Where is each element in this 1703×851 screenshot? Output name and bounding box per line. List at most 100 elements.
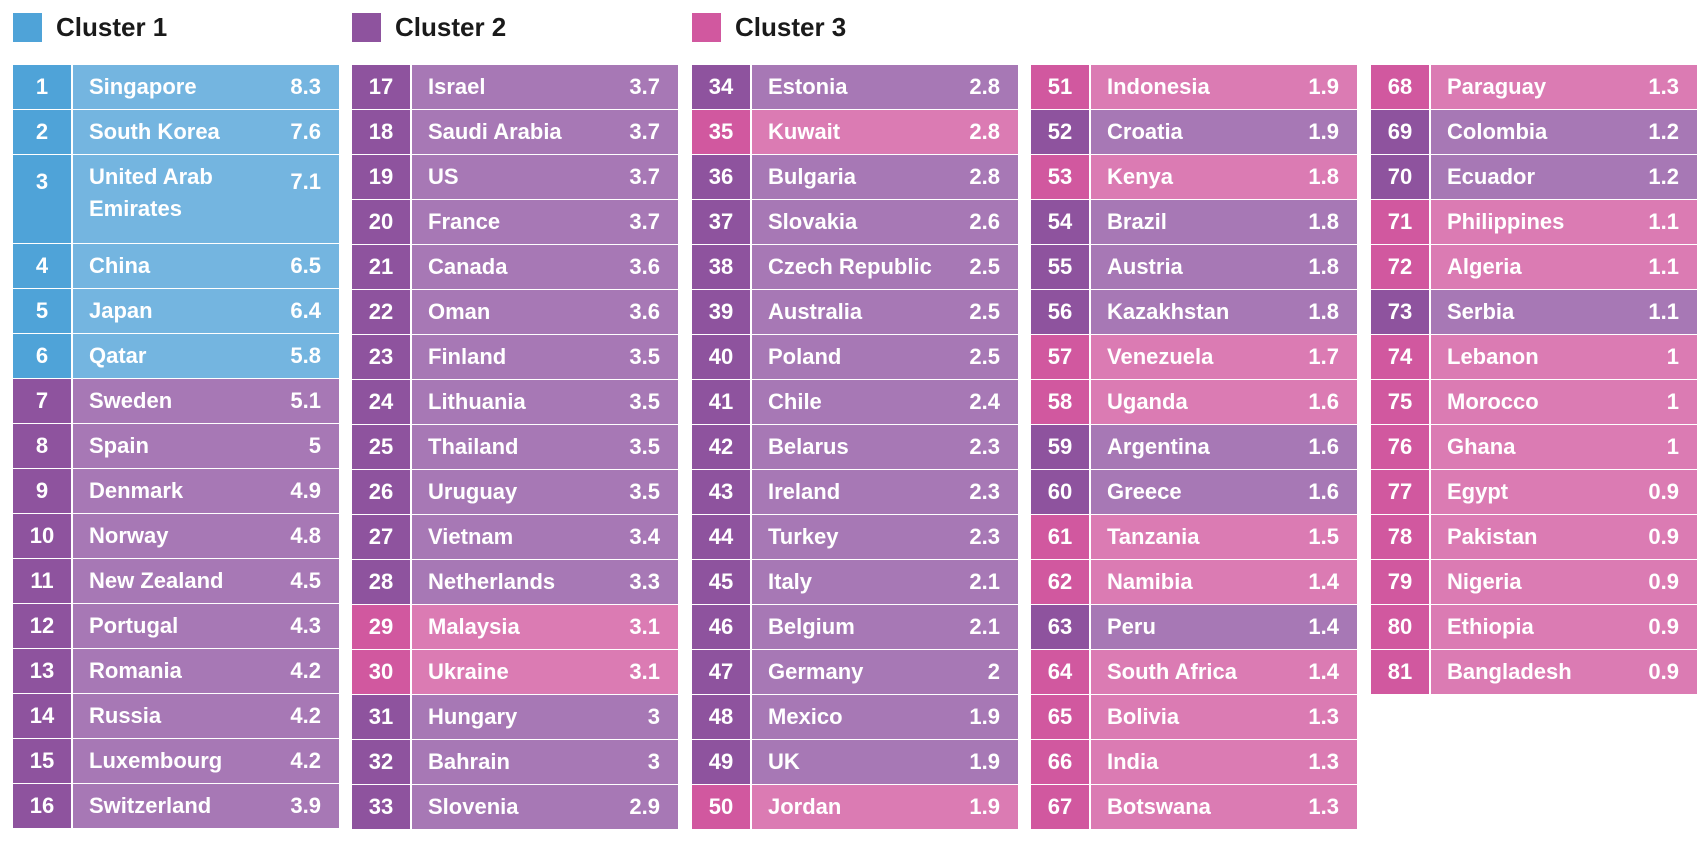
country-cell: Japan — [89, 298, 153, 323]
value-cell: 3.7 — [629, 209, 660, 234]
country-cell: Czech Republic — [768, 254, 932, 279]
value-cell: 2.3 — [969, 524, 1000, 549]
table-row: 38 Czech Republic 2.5 — [692, 245, 1018, 290]
rank-cell: 45 — [692, 560, 752, 604]
cluster-3-label: Cluster 3 — [735, 11, 847, 42]
country-cell: Malaysia — [428, 614, 520, 639]
table-row: 37 Slovakia 2.6 — [692, 200, 1018, 245]
table-row: 26 Uruguay 3.5 — [352, 470, 678, 515]
table-row: 54 Brazil 1.8 — [1031, 200, 1357, 245]
country-cell: South Africa — [1107, 659, 1237, 684]
value-cell: 8.3 — [290, 74, 321, 99]
table-row: 60 Greece 1.6 — [1031, 470, 1357, 515]
country-cell: Singapore — [89, 74, 197, 99]
rank-cell: 13 — [13, 649, 73, 693]
table-row: 46 Belgium 2.1 — [692, 605, 1018, 650]
cluster-1-label: Cluster 1 — [56, 11, 168, 42]
table-row: 80 Ethiopia 0.9 — [1371, 605, 1697, 650]
country-cell: Chile — [768, 389, 822, 414]
value-cell: 3.7 — [629, 164, 660, 189]
table-row: 24 Lithuania 3.5 — [352, 380, 678, 425]
rank-cell: 80 — [1371, 605, 1431, 649]
rank-cell: 51 — [1031, 65, 1091, 109]
value-cell: 3.5 — [629, 434, 660, 459]
rank-cell: 42 — [692, 425, 752, 469]
value-cell: 1 — [1666, 434, 1679, 459]
country-cell: China — [89, 253, 151, 278]
table-row: 12 Portugal 4.3 — [13, 604, 339, 649]
country-cell: South Korea — [89, 119, 220, 144]
country-cell: Indonesia — [1107, 74, 1210, 99]
country-cell: Bangladesh — [1447, 659, 1572, 684]
table-row: 45 Italy 2.1 — [692, 560, 1018, 605]
country-cell: Ecuador — [1447, 164, 1536, 189]
rank-cell: 37 — [692, 200, 752, 244]
table-row: 68 Paraguay 1.3 — [1371, 65, 1697, 110]
value-cell: 0.9 — [1648, 569, 1679, 594]
legend-cluster-1: Cluster 1 — [13, 12, 167, 42]
rank-cell: 76 — [1371, 425, 1431, 469]
value-cell: 4.2 — [290, 703, 321, 728]
value-cell: 1.1 — [1648, 254, 1679, 279]
table-row: 8 Spain 5 — [13, 424, 339, 469]
value-cell: 1.9 — [969, 704, 1000, 729]
country-cell: Bahrain — [428, 749, 510, 774]
rank-cell: 59 — [1031, 425, 1091, 469]
rank-cell: 65 — [1031, 695, 1091, 739]
country-cell: Slovakia — [768, 209, 858, 234]
rank-cell: 50 — [692, 785, 752, 829]
rank-cell: 22 — [352, 290, 412, 334]
country-cell: Namibia — [1107, 569, 1193, 594]
value-cell: 6.5 — [290, 253, 321, 278]
rank-cell: 21 — [352, 245, 412, 289]
rank-cell: 54 — [1031, 200, 1091, 244]
country-cell: Ethiopia — [1447, 614, 1534, 639]
value-cell: 1.9 — [969, 794, 1000, 819]
rank-cell: 17 — [352, 65, 412, 109]
table-row: 41 Chile 2.4 — [692, 380, 1018, 425]
value-cell: 1.6 — [1308, 434, 1339, 459]
value-cell: 2.3 — [969, 434, 1000, 459]
country-cell: Kenya — [1107, 164, 1174, 189]
rank-cell: 81 — [1371, 650, 1431, 694]
rank-cell: 73 — [1371, 290, 1431, 334]
value-cell: 3.7 — [629, 119, 660, 144]
value-cell: 4.2 — [290, 748, 321, 773]
table-row: 19 US 3.7 — [352, 155, 678, 200]
table-row: 47 Germany 2 — [692, 650, 1018, 695]
value-cell: 1.8 — [1308, 209, 1339, 234]
legend-cluster-2: Cluster 2 — [352, 12, 506, 42]
value-cell: 2.6 — [969, 209, 1000, 234]
table-row: 74 Lebanon 1 — [1371, 335, 1697, 380]
value-cell: 3.5 — [629, 389, 660, 414]
table-row: 29 Malaysia 3.1 — [352, 605, 678, 650]
country-cell: Oman — [428, 299, 491, 324]
rank-cell: 14 — [13, 694, 73, 738]
table-row: 73 Serbia 1.1 — [1371, 290, 1697, 335]
value-cell: 2.8 — [969, 164, 1000, 189]
rank-cell: 33 — [352, 785, 412, 829]
country-cell: Poland — [768, 344, 842, 369]
rank-cell: 41 — [692, 380, 752, 424]
country-cell: Hungary — [428, 704, 518, 729]
table-row: 65 Bolivia 1.3 — [1031, 695, 1357, 740]
rank-cell: 52 — [1031, 110, 1091, 154]
country-cell: Botswana — [1107, 794, 1211, 819]
table-row: 50 Jordan 1.9 — [692, 785, 1018, 830]
table-row: 17 Israel 3.7 — [352, 65, 678, 110]
value-cell: 2.5 — [969, 299, 1000, 324]
table-row: 22 Oman 3.6 — [352, 290, 678, 335]
rank-cell: 1 — [13, 65, 73, 109]
rank-cell: 28 — [352, 560, 412, 604]
rank-cell: 75 — [1371, 380, 1431, 424]
value-cell: 1.6 — [1308, 479, 1339, 504]
rank-cell: 29 — [352, 605, 412, 649]
table-row: 23 Finland 3.5 — [352, 335, 678, 380]
value-cell: 1.9 — [969, 749, 1000, 774]
rank-cell: 34 — [692, 65, 752, 109]
country-cell: Pakistan — [1447, 524, 1538, 549]
value-cell: 2.5 — [969, 344, 1000, 369]
value-cell: 2.3 — [969, 479, 1000, 504]
table-row: 79 Nigeria 0.9 — [1371, 560, 1697, 605]
cluster-3-swatch — [692, 12, 721, 42]
